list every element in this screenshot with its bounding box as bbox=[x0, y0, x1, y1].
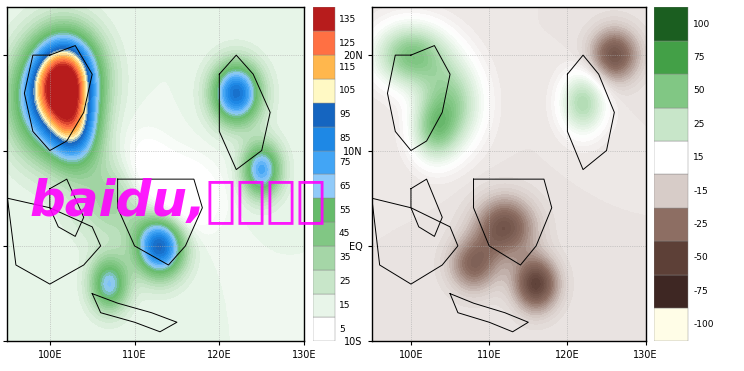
Text: 15: 15 bbox=[693, 153, 705, 162]
Bar bbox=[312, 31, 336, 55]
Bar bbox=[312, 293, 336, 318]
Text: 105: 105 bbox=[339, 86, 356, 95]
Bar bbox=[312, 270, 336, 293]
Bar bbox=[655, 174, 688, 208]
Bar bbox=[312, 55, 336, 79]
Text: 45: 45 bbox=[339, 230, 350, 239]
Text: 25: 25 bbox=[693, 120, 705, 129]
Text: 55: 55 bbox=[339, 206, 350, 215]
Text: -25: -25 bbox=[693, 220, 708, 229]
Bar bbox=[312, 222, 336, 246]
Text: -50: -50 bbox=[693, 253, 708, 262]
Text: 5: 5 bbox=[339, 325, 344, 334]
Bar bbox=[312, 151, 336, 174]
Text: 95: 95 bbox=[339, 110, 350, 119]
Bar bbox=[655, 108, 688, 141]
Text: 65: 65 bbox=[339, 182, 350, 191]
Bar bbox=[312, 103, 336, 127]
Text: 115: 115 bbox=[339, 63, 356, 72]
Bar bbox=[312, 246, 336, 270]
Bar bbox=[312, 318, 336, 341]
Text: 25: 25 bbox=[339, 277, 350, 286]
Text: 75: 75 bbox=[693, 53, 705, 62]
Bar bbox=[655, 275, 688, 308]
Bar bbox=[655, 241, 688, 275]
Text: baidu,海信电视: baidu,海信电视 bbox=[30, 177, 327, 225]
Text: 50: 50 bbox=[693, 86, 705, 95]
Bar bbox=[312, 7, 336, 31]
Text: 35: 35 bbox=[339, 253, 350, 262]
Bar bbox=[312, 198, 336, 222]
Text: 125: 125 bbox=[339, 39, 356, 48]
Bar bbox=[312, 174, 336, 198]
Bar bbox=[655, 208, 688, 241]
Text: -75: -75 bbox=[693, 287, 708, 296]
Text: -15: -15 bbox=[693, 187, 708, 196]
Text: 15: 15 bbox=[339, 301, 350, 310]
Text: -100: -100 bbox=[693, 320, 713, 329]
Bar bbox=[312, 127, 336, 151]
Bar bbox=[655, 7, 688, 41]
Text: 135: 135 bbox=[339, 15, 356, 24]
Bar bbox=[655, 74, 688, 108]
Bar bbox=[655, 308, 688, 341]
Bar bbox=[655, 141, 688, 174]
Text: 100: 100 bbox=[693, 20, 711, 29]
Bar bbox=[655, 41, 688, 74]
Text: 85: 85 bbox=[339, 134, 350, 143]
Bar bbox=[312, 79, 336, 103]
Text: 75: 75 bbox=[339, 158, 350, 167]
